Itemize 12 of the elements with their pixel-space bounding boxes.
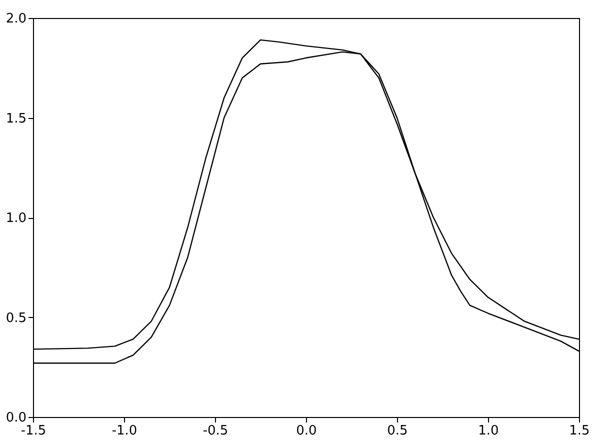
x-tick-label: 1.0	[478, 424, 499, 438]
x-tick-label: 0.5	[387, 424, 408, 438]
x-tick-label: -1.5	[20, 424, 46, 438]
x-tick-label: 0.0	[296, 424, 317, 438]
y-tick-label: 0.0	[6, 410, 26, 426]
y-tick-label: 1.5	[6, 111, 26, 126]
y-tick-label: 1.0	[6, 211, 26, 226]
y-tick-label: 2.0	[6, 12, 26, 26]
x-tick-label: -1.0	[112, 424, 138, 438]
y-tick-label: 0.5	[6, 310, 26, 326]
x-tick-label: -0.5	[202, 424, 228, 438]
x-tick-label: 1.5	[569, 424, 590, 438]
